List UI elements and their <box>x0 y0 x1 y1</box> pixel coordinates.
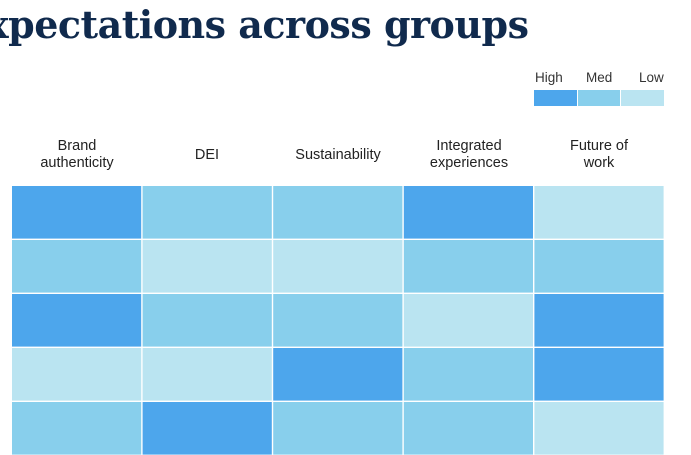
heatmap-cell-r4-c5 <box>534 348 664 401</box>
column-header-dei: DEI <box>194 146 220 163</box>
heatmap-cell-r3-c5 <box>534 294 664 347</box>
heatmap-cell-r2-c5 <box>534 240 664 293</box>
heatmap-cell-r4-c2 <box>142 348 272 401</box>
column-header-future-of-work: Future of work <box>569 138 629 171</box>
legend-label-low: Low <box>639 70 664 85</box>
heatmap-cell-r1-c1 <box>12 186 142 239</box>
heatmap-cell-r1-c4 <box>403 186 533 239</box>
heatmap-cell-r4-c4 <box>403 348 533 401</box>
legend-swatch-high <box>534 90 577 106</box>
page-title: xpectations across groups <box>0 2 529 47</box>
heatmap-cell-r4-c1 <box>12 348 142 401</box>
heatmap-cell-r2-c3 <box>273 240 403 293</box>
heatmap-cell-r3-c1 <box>12 294 142 347</box>
heatmap-cell-r3-c4 <box>403 294 533 347</box>
heatmap-cell-r5-c3 <box>273 402 403 455</box>
legend-swatch-low <box>621 90 664 106</box>
heatmap-cell-r5-c1 <box>12 402 142 455</box>
heatmap-cell-r5-c5 <box>534 402 664 455</box>
heatmap-cell-r1-c3 <box>273 186 403 239</box>
heatmap-cell-r4-c3 <box>273 348 403 401</box>
heatmap-cell-r2-c4 <box>403 240 533 293</box>
column-header-integrated-experiences: Integrated experiences <box>429 138 509 171</box>
heatmap-cell-r3-c3 <box>273 294 403 347</box>
heatmap-cell-r2-c2 <box>142 240 272 293</box>
column-header-brand-authenticity: Brand authenticity <box>40 138 114 171</box>
heatmap-cell-r5-c4 <box>403 402 533 455</box>
legend-label-high: High <box>535 70 563 85</box>
heatmap-cell-r1-c2 <box>142 186 272 239</box>
column-header-sustainability: Sustainability <box>295 146 381 163</box>
legend-label-med: Med <box>586 70 613 85</box>
heatmap-cell-r3-c2 <box>142 294 272 347</box>
heatmap-cell-r1-c5 <box>534 186 664 239</box>
heatmap-cell-r5-c2 <box>142 402 272 455</box>
legend-swatch-med <box>578 90 620 106</box>
heatmap-cell-r2-c1 <box>12 240 142 293</box>
